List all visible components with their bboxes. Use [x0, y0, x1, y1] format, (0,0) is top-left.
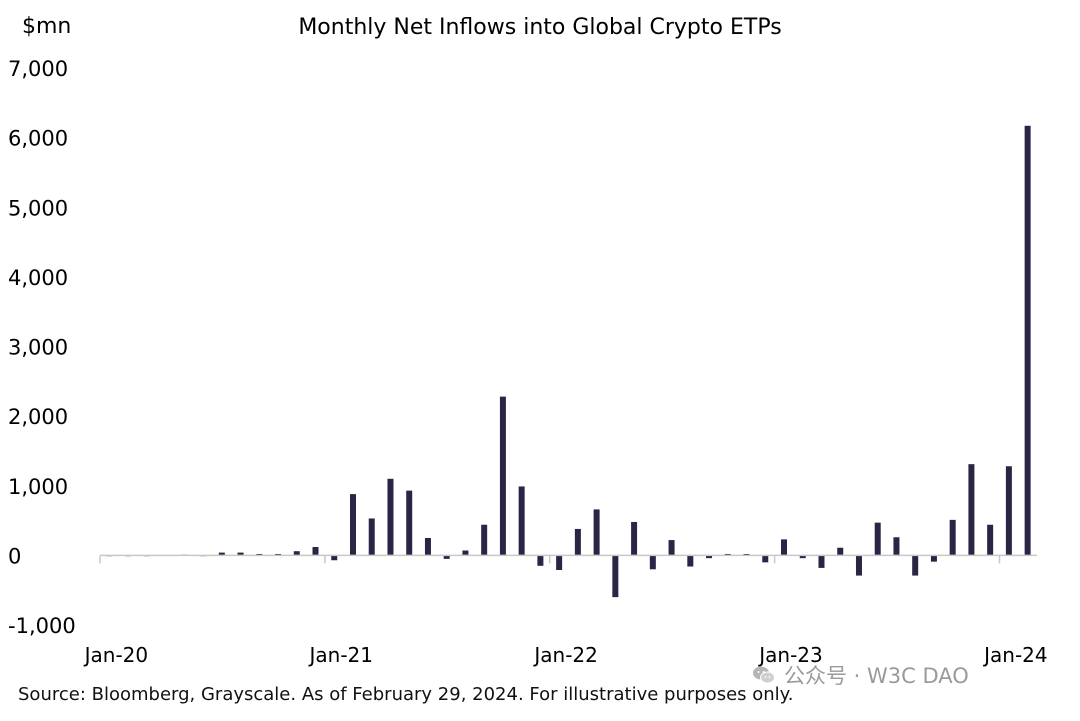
- chart-title: Monthly Net Inflows into Global Crypto E…: [298, 15, 781, 40]
- bar: [968, 464, 975, 556]
- x-tick-label: Jan-24: [982, 643, 1048, 667]
- y-tick-label: 7,000: [8, 57, 68, 81]
- x-axis: [99, 554, 1037, 564]
- bar: [687, 555, 694, 567]
- bar: [1005, 466, 1012, 556]
- y-tick-label: 3,000: [8, 336, 68, 360]
- bar: [781, 539, 788, 556]
- bar: [556, 555, 563, 570]
- bar: [706, 555, 713, 559]
- x-tick-label: Jan-22: [532, 643, 598, 667]
- bar: [462, 550, 469, 556]
- watermark: 公众号 · W3C DAO: [752, 660, 969, 690]
- bars: [106, 125, 1031, 598]
- x-tick-label: Jan-20: [83, 643, 149, 667]
- bar: [949, 519, 956, 556]
- bar: [387, 478, 394, 556]
- bar: [649, 555, 656, 570]
- bar: [293, 551, 300, 556]
- bar: [612, 555, 619, 598]
- bar: [855, 555, 862, 576]
- bar: [406, 490, 413, 556]
- bar: [912, 555, 919, 576]
- bar: [499, 396, 506, 556]
- source-note: Source: Bloomberg, Grayscale. As of Febr…: [18, 684, 794, 705]
- bar: [762, 555, 769, 563]
- bar: [930, 555, 937, 562]
- bar: [368, 518, 375, 556]
- bar: [837, 547, 844, 556]
- bar: [481, 524, 488, 556]
- y-tick-label: 6,000: [8, 127, 68, 151]
- unit-label: $mn: [22, 14, 71, 39]
- y-tick-label: 5,000: [8, 196, 68, 220]
- bar: [237, 552, 244, 556]
- wechat-icon: [752, 665, 776, 685]
- y-tick-label: 0: [8, 544, 21, 568]
- bar: [874, 522, 881, 556]
- y-tick-label: 2,000: [8, 405, 68, 429]
- bar: [799, 555, 806, 559]
- bar: [893, 537, 900, 556]
- bar: [668, 540, 675, 556]
- bar: [443, 555, 450, 559]
- bar: [424, 537, 431, 556]
- bar: [818, 555, 825, 568]
- bar: [518, 486, 525, 556]
- bar: [218, 552, 225, 556]
- bar: [312, 547, 319, 556]
- y-tick-label: 4,000: [8, 266, 68, 290]
- watermark-text: 公众号 · W3C DAO: [784, 664, 969, 688]
- y-tick-label: 1,000: [8, 475, 68, 499]
- bar: [1024, 125, 1031, 556]
- bar: [593, 509, 600, 556]
- y-axis: 7,000 6,000 5,000 4,000 3,000 2,000 1,000 0 -1,0…: [8, 57, 76, 638]
- bar: [574, 528, 581, 556]
- bar: [631, 521, 638, 556]
- bar: [537, 555, 544, 566]
- x-tick-labels: Jan-20 Jan-21 Jan-22 Jan-23 Jan-24: [83, 643, 1048, 667]
- bar: [987, 524, 994, 556]
- x-tick-label: Jan-21: [308, 643, 374, 667]
- x-tick-label: Jan-23: [757, 643, 823, 667]
- bar: [331, 555, 338, 561]
- y-tick-label: -1,000: [8, 614, 76, 638]
- bar: [349, 494, 356, 556]
